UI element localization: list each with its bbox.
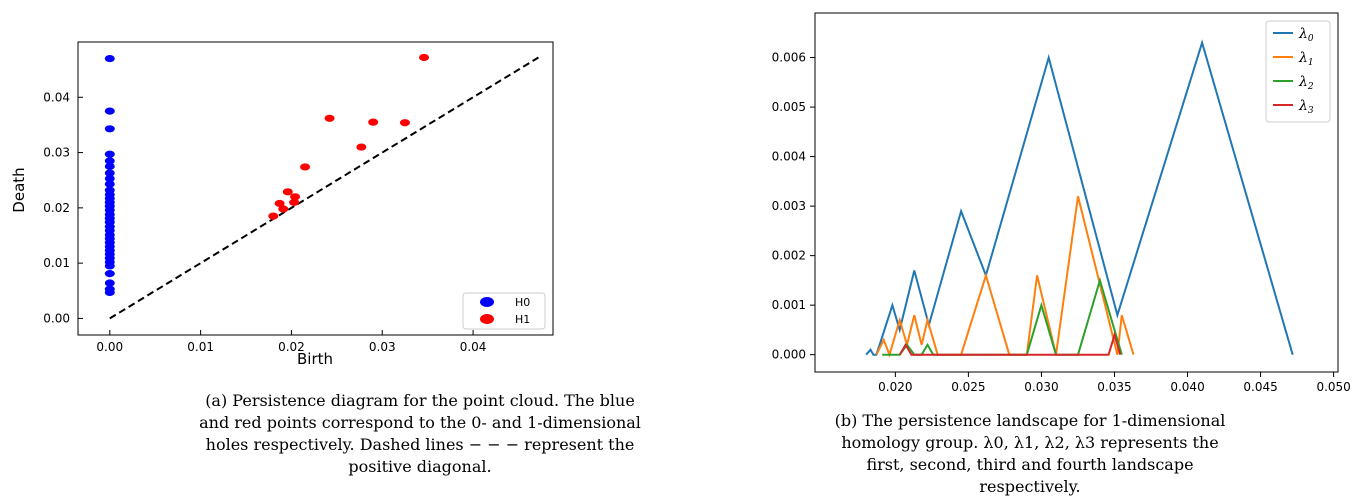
- plot-a-frame: [77, 41, 554, 336]
- h1-point: [300, 163, 311, 171]
- h1-point: [290, 193, 301, 201]
- h1-point: [356, 143, 367, 151]
- y-tick-label: 0.004: [772, 150, 806, 164]
- x-axis-ticks: 0.020 0.025 0.030 0.035 0.040 0.045 0.050: [878, 372, 1351, 394]
- x-tick-label: 0.045: [1243, 380, 1277, 394]
- x-tick-label: 0.04: [460, 340, 487, 354]
- y-tick-label: 0.002: [772, 249, 806, 263]
- h0-point: [104, 288, 115, 297]
- lambda2-line: [882, 276, 1123, 356]
- scatter-points: [104, 53, 430, 297]
- h0-point: [104, 125, 115, 133]
- h0-point: [104, 150, 115, 158]
- h1-point: [368, 118, 379, 126]
- x-tick-label: 0.040: [1170, 380, 1204, 394]
- caption-b: (b) The persistence landscape for 1-dime…: [834, 411, 1226, 496]
- y-axis-ticks: 0.000 0.001 0.002 0.003 0.004 0.005 0.006: [772, 51, 815, 362]
- y-tick-label: 0.003: [772, 199, 806, 213]
- y-tick-label: 0.000: [772, 348, 806, 362]
- h0-point: [104, 169, 115, 177]
- h1-point: [282, 188, 293, 196]
- x-tick-label: 0.035: [1097, 380, 1131, 394]
- h1-point: [274, 199, 285, 208]
- h0-point: [104, 262, 115, 270]
- h1-point: [399, 119, 410, 127]
- x-tick-label: 0.020: [878, 380, 912, 394]
- lambda0-line: [865, 39, 1294, 356]
- legend-b: λ0 λ1 λ2 λ3: [1265, 20, 1331, 123]
- h0-point: [104, 174, 115, 183]
- h0-point: [104, 107, 115, 115]
- h0-point: [104, 279, 115, 287]
- legend-h0-label: H0: [515, 296, 530, 309]
- legend-a: H0 H1: [462, 292, 546, 330]
- legend-h1-marker: [480, 314, 494, 324]
- x-tick-label: 0.02: [278, 340, 305, 354]
- plot-b-frame: [814, 12, 1339, 373]
- h1-point: [268, 212, 279, 220]
- h1-point: [419, 53, 430, 62]
- persistence-diagram: 0.00 0.01 0.02 0.03 0.04 0.000.010.020.030.0…: [10, 41, 554, 368]
- x-tick-label: 0.025: [951, 380, 985, 394]
- y-tick-label: 0.03: [43, 146, 70, 160]
- legend-h1-label: H1: [515, 313, 530, 326]
- legend-h0-marker: [480, 297, 494, 307]
- h0-point: [104, 162, 115, 170]
- h1-point: [289, 198, 300, 206]
- lambda3-line: [898, 331, 1122, 356]
- x-tick-label: 0.030: [1024, 380, 1058, 394]
- x-tick-label: 0.01: [187, 340, 214, 354]
- y-tick-label: 0.006: [772, 51, 806, 65]
- y-tick-label: 0.005: [772, 100, 806, 114]
- positive-diagonal-line: [109, 56, 539, 320]
- legend-a-box: [462, 292, 546, 330]
- y-axis-ticks: 0.00 0.01 0.02 0.03 0.04: [43, 90, 83, 325]
- x-tick-label: 0.03: [369, 340, 396, 354]
- h0-point: [104, 270, 115, 278]
- legend-b-box: [1265, 20, 1331, 123]
- h0-point: [104, 54, 115, 63]
- y-tick-label: 0.04: [43, 90, 70, 104]
- h1-point: [278, 205, 289, 213]
- x-axis-ticks: 0.00 0.01 0.02 0.03 0.04: [96, 330, 486, 354]
- x-axis-label: Birth: [297, 350, 333, 368]
- y-tick-label: 0.00: [43, 311, 70, 325]
- h1-point: [324, 114, 335, 122]
- x-tick-label: 0.050: [1316, 380, 1350, 394]
- y-tick-label: 0.01: [43, 256, 70, 270]
- y-axis-label: Death: [10, 167, 28, 212]
- landscape-lines: [865, 39, 1294, 358]
- h0-point: [104, 157, 115, 165]
- caption-a: (a) Persistence diagram for the point cl…: [199, 391, 641, 476]
- x-tick-label: 0.00: [96, 340, 123, 354]
- y-tick-label: 0.02: [43, 201, 70, 215]
- persistence-landscape: 0.020 0.025 0.030 0.035 0.040 0.045 0.050 0.00…: [772, 12, 1351, 394]
- y-tick-label: 0.001: [772, 298, 806, 312]
- h0-point: [104, 180, 115, 188]
